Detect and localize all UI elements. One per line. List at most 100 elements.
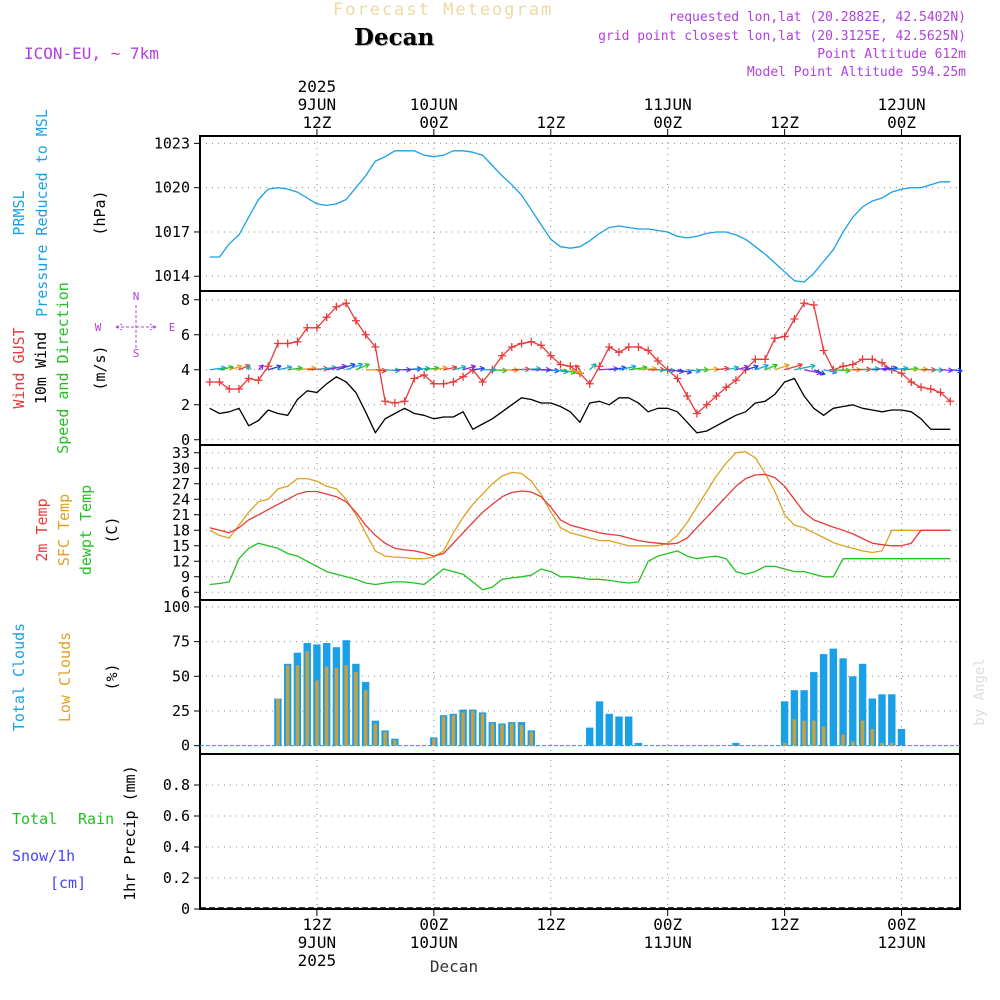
gust-point	[605, 343, 614, 351]
top-time-label: 9JUN	[298, 95, 337, 114]
gust-point	[264, 362, 273, 371]
wind-direction-arrow	[872, 367, 889, 371]
pressure-ytick-label: 1014	[154, 267, 190, 285]
wind-direction-arrow	[424, 367, 439, 371]
temp-unit-label: (C)	[103, 516, 121, 543]
top-time-label: 12Z	[536, 113, 565, 132]
gust-point	[429, 379, 438, 388]
wind-direction-arrow	[550, 369, 569, 373]
gust-point	[702, 400, 711, 409]
wind-direction-arrowhead	[245, 364, 252, 370]
pressure-msl-label: Pressure Reduced to MSL	[33, 109, 51, 317]
gust-point	[722, 383, 731, 392]
sfc-temp-label: SFC Temp	[55, 494, 73, 566]
precip-ytick-label: 0.8	[163, 776, 190, 794]
precip-snow-unit-label: [cm]	[50, 874, 86, 892]
gust-point	[556, 360, 565, 369]
low-cloud-bar	[451, 715, 456, 746]
wind-direction-arrow	[472, 367, 485, 371]
gust-point	[917, 383, 926, 392]
gust-point	[449, 378, 458, 386]
precip-total-label: Total	[12, 810, 57, 828]
low-cloud-bar	[860, 720, 865, 746]
gust-point	[897, 369, 906, 378]
low-cloud-bar	[880, 742, 884, 746]
top-time-label: 10JUN	[410, 95, 458, 114]
low-clouds-label: Low Clouds	[56, 632, 74, 722]
pressure-ytick-label: 1023	[154, 134, 190, 152]
top-time-label: 12JUN	[877, 95, 925, 114]
low-cloud-bar	[870, 729, 875, 746]
low-cloud-bar	[295, 665, 300, 746]
total-cloud-bar	[615, 716, 623, 746]
gust-point	[205, 378, 214, 386]
total-cloud-bar	[586, 727, 594, 746]
wind-direction-arrow	[287, 367, 303, 371]
total-cloud-bar	[897, 729, 906, 746]
wind-ytick-label: 0	[181, 431, 190, 449]
wind-direction-arrow	[881, 367, 898, 371]
gust-point	[303, 323, 312, 332]
precip-frame	[199, 753, 961, 910]
low-cloud-bar	[383, 731, 387, 746]
wind-direction-arrow	[326, 365, 347, 371]
bottom-time-label: 9JUN	[298, 933, 337, 952]
wind-direction-arrowhead	[364, 363, 370, 369]
low-cloud-bar	[441, 716, 446, 746]
total-cloud-bar	[839, 658, 847, 746]
wind-direction-arrow	[316, 366, 337, 371]
wind-direction-arrowhead	[460, 364, 467, 371]
low-cloud-bar	[500, 724, 504, 746]
temperature-ytick-label: 12	[172, 552, 190, 570]
gust-point	[800, 299, 809, 308]
wind-direction-arrow	[433, 366, 448, 371]
low-cloud-bar	[851, 741, 855, 746]
gust-point	[868, 355, 877, 364]
wind-speed-direction-label: Speed and Direction	[54, 282, 72, 454]
gust-point	[283, 339, 292, 348]
compass-west: W	[95, 321, 102, 334]
gust-point	[410, 374, 419, 383]
low-cloud-bar	[529, 731, 533, 746]
wind-direction-arrow	[589, 363, 597, 371]
total-cloud-bar	[858, 663, 867, 746]
top-time-label: 00Z	[887, 113, 916, 132]
low-cloud-bar	[373, 723, 378, 746]
wind-direction-arrow	[901, 368, 919, 371]
bottom-time-label: 12Z	[770, 915, 799, 934]
prmsl-label: PRMSL	[10, 190, 28, 235]
wind-direction-arrow	[813, 369, 826, 375]
gust-point	[215, 378, 224, 386]
top-time-label: 11JUN	[644, 95, 692, 114]
wind-unit-label: (m/s)	[91, 345, 109, 390]
low-cloud-bar	[305, 651, 309, 746]
wind-gust-label: Wind GUST	[10, 327, 28, 408]
wind-direction-arrow	[950, 369, 963, 372]
gust-point	[273, 339, 282, 348]
gust-point	[819, 346, 828, 355]
wind-direction-arrow	[735, 365, 749, 371]
total-cloud-bar	[868, 698, 876, 746]
total-cloud-bar	[800, 690, 808, 746]
wind-direction-arrow	[745, 365, 759, 371]
wind-direction-arrow	[755, 364, 769, 371]
low-cloud-bar	[480, 713, 485, 746]
wind-direction-arrow	[355, 363, 370, 371]
gust-line	[209, 302, 951, 415]
gust-point	[624, 343, 633, 351]
dewpt-temp-line	[209, 542, 951, 591]
clouds-ytick-label: 0	[181, 737, 190, 755]
gust-point	[585, 379, 594, 388]
top-time-label: 00Z	[419, 113, 448, 132]
gust-point	[751, 355, 760, 364]
gust-point	[566, 362, 575, 371]
low-cloud-bar	[334, 668, 339, 746]
total-cloud-bar	[888, 694, 896, 746]
watermark: by Angel	[972, 658, 988, 725]
bottom-time-label: 00Z	[887, 915, 916, 934]
sfc-temp-line	[209, 451, 951, 560]
gust-point	[936, 388, 945, 397]
wind-direction-arrowhead	[733, 365, 739, 371]
gust-point	[420, 371, 429, 379]
wind-direction-arrow	[219, 366, 234, 371]
